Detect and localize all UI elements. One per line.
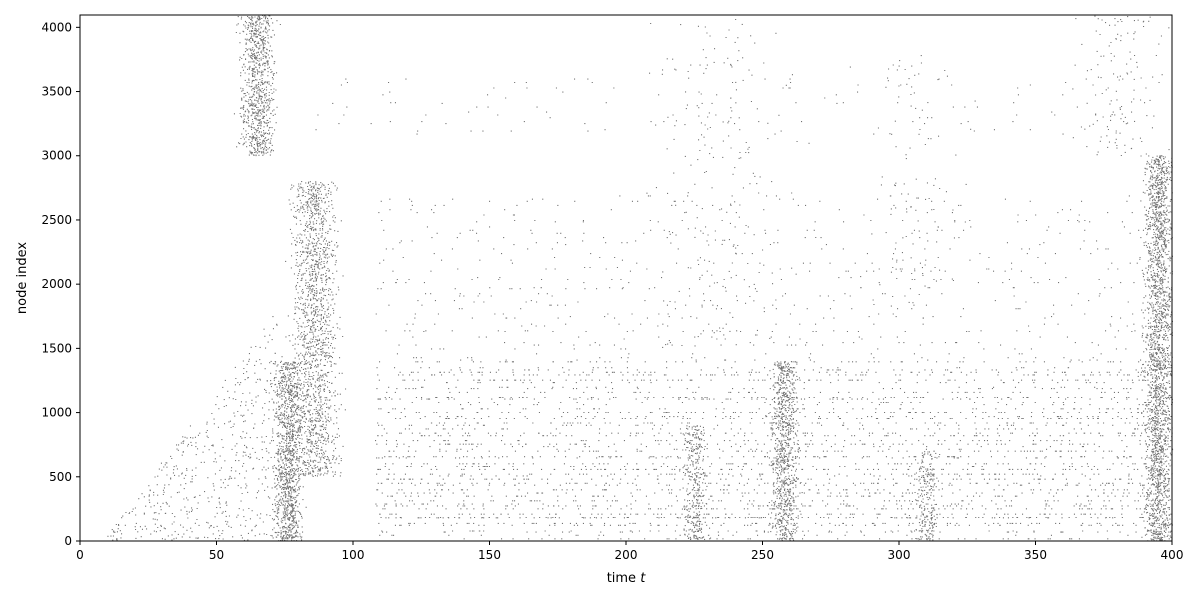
y-tick-label: 1500 (41, 341, 72, 355)
x-axis-label: time t (607, 571, 647, 586)
x-tick-label: 400 (1161, 548, 1184, 562)
x-tick-label: 100 (342, 548, 365, 562)
x-tick-label: 0 (76, 548, 84, 562)
y-axis-label: node index (15, 242, 30, 314)
y-tick-label: 3000 (41, 149, 72, 163)
x-tick-label: 350 (1024, 548, 1047, 562)
y-tick-label: 1000 (41, 406, 72, 420)
x-tick-label: 200 (615, 548, 638, 562)
y-tick-label: 0 (64, 534, 72, 548)
y-tick-label: 500 (49, 470, 72, 484)
spike-points (107, 14, 1174, 542)
y-tick-label: 2500 (41, 213, 72, 227)
x-tick-label: 300 (888, 548, 911, 562)
y-tick-label: 4000 (41, 20, 72, 34)
x-axis-ticks: 0 50 100 150 200 250 300 350 400 (76, 541, 1183, 562)
x-tick-label: 50 (209, 548, 224, 562)
y-tick-label: 2000 (41, 277, 72, 291)
spike-markers (107, 14, 1174, 542)
x-tick-label: 150 (478, 548, 501, 562)
x-tick-label: 250 (751, 548, 774, 562)
y-tick-label: 3500 (41, 85, 72, 99)
y-axis-ticks: 0 500 1000 1500 2000 2500 3000 3500 4000 (41, 20, 80, 548)
